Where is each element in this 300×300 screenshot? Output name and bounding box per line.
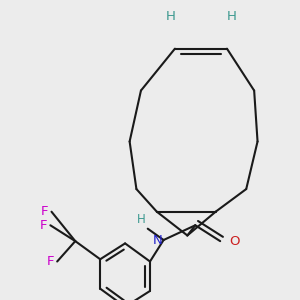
Text: H: H <box>165 10 175 22</box>
Text: F: F <box>40 219 47 232</box>
Text: H: H <box>137 213 146 226</box>
Text: F: F <box>40 205 48 218</box>
Text: H: H <box>226 10 236 22</box>
Text: O: O <box>229 235 240 248</box>
Text: N: N <box>153 233 163 247</box>
Text: F: F <box>46 255 54 268</box>
